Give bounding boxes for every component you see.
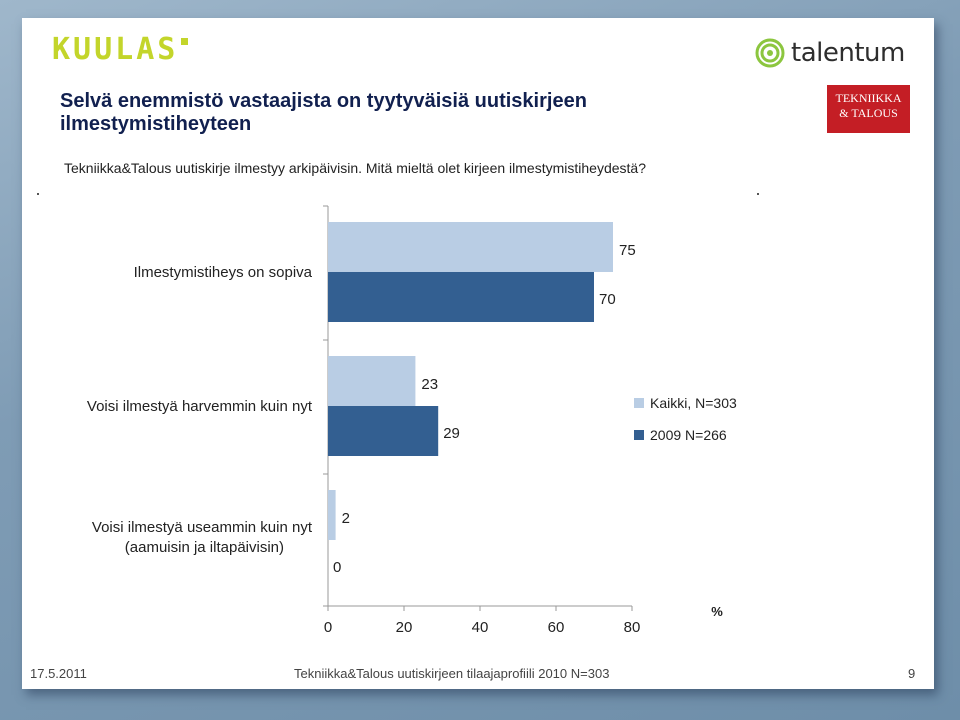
x-tick-label: 40 — [472, 619, 489, 636]
legend-label: 2009 N=266 — [650, 427, 727, 443]
legend-swatch — [634, 398, 644, 408]
data-label: 75 — [619, 242, 636, 259]
kuulas-logo: KUULAS — [52, 32, 189, 67]
talentum-logo: talentum — [755, 36, 905, 70]
footer-title: Tekniikka&Talous uutiskirjeen tilaajapro… — [294, 666, 610, 681]
data-label: 29 — [443, 425, 460, 442]
category-label: Voisi ilmestyä useammin kuin nyt (aamuisi… — [92, 519, 313, 556]
legend-swatch — [634, 430, 644, 440]
data-label: 0 — [333, 559, 341, 576]
bar-kaikki — [328, 490, 336, 540]
x-tick-label: 20 — [396, 619, 413, 636]
data-label: 70 — [599, 291, 616, 308]
tekniikka-talous-logo: TEKNIIKKA & TALOUS — [827, 85, 910, 133]
bar-2009 — [328, 406, 439, 456]
x-tick-label: 60 — [548, 619, 565, 636]
separator-dot — [757, 193, 759, 195]
category-label: Voisi ilmestyä harvemmin kuin nyt — [87, 398, 313, 415]
x-tick-label: 0 — [324, 619, 332, 636]
separator-dot — [37, 193, 39, 195]
footer-date: 17.5.2011 — [30, 666, 87, 681]
x-axis-label: % — [711, 604, 723, 619]
data-label: 23 — [421, 376, 438, 393]
bar-kaikki — [328, 222, 613, 272]
legend-label: Kaikki, N=303 — [650, 395, 737, 411]
data-label: 2 — [342, 510, 350, 527]
bar-2009 — [328, 272, 594, 322]
page-number: 9 — [908, 666, 916, 681]
x-tick-label: 80 — [624, 619, 641, 636]
category-label: Ilmestymistiheys on sopiva — [134, 264, 313, 281]
talentum-swirl-icon — [755, 38, 785, 68]
slide-title: Selvä enemmistö vastaajista on tyytyväis… — [60, 90, 587, 135]
slide: KUULAS talentum TEKNIIKKA & TALOUS Selvä… — [22, 18, 934, 689]
slide-subtitle: Tekniikka&Talous uutiskirje ilmestyy ark… — [64, 160, 646, 176]
bar-kaikki — [328, 356, 416, 406]
